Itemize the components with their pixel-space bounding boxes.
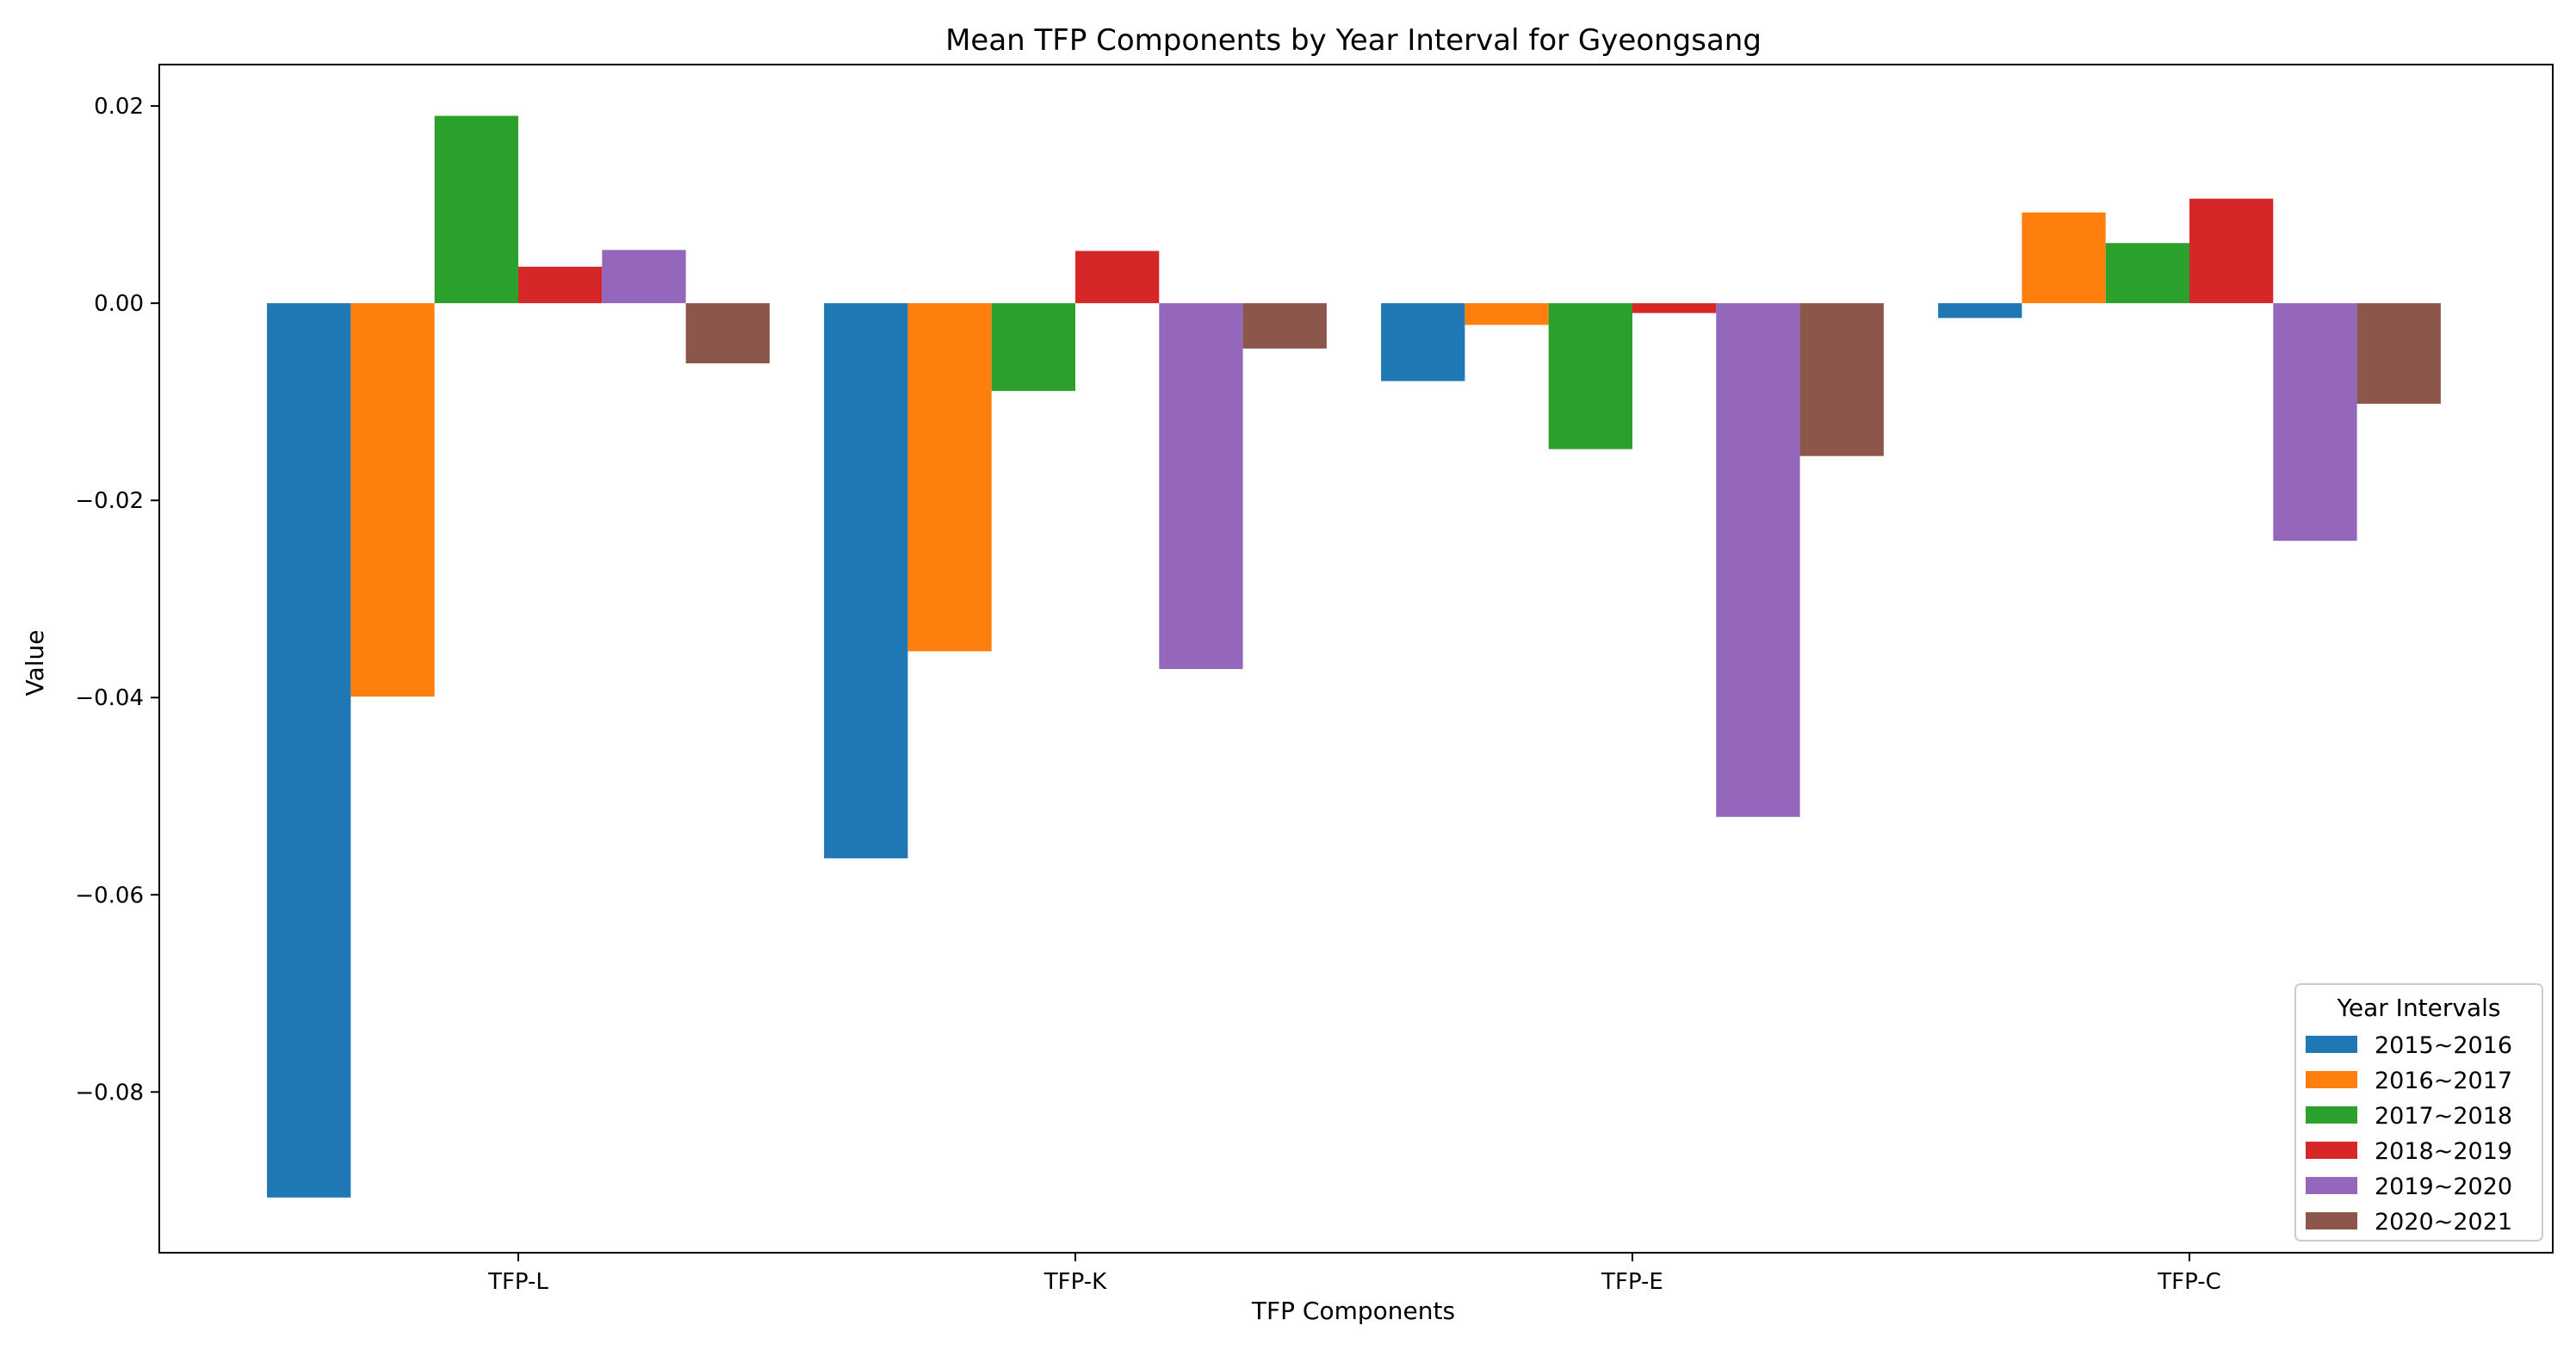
legend-label-2015~2016: 2015~2016 (2375, 1032, 2512, 1059)
legend-label-2017~2018: 2017~2018 (2375, 1103, 2512, 1130)
bar-2019~2020-TFP-L (602, 250, 686, 304)
y-tick-label: −0.06 (75, 882, 144, 908)
legend-swatch-2015~2016 (2306, 1036, 2357, 1053)
bar-2018~2019-TFP-L (518, 266, 603, 304)
legend-swatch-2020~2021 (2306, 1212, 2357, 1229)
x-tick-label: TFP-C (2157, 1269, 2220, 1295)
bar-2016~2017-TFP-L (350, 303, 435, 697)
bars-layer (267, 115, 2441, 1198)
bar-2015~2016-TFP-E (1381, 303, 1465, 381)
x-axis-title: TFP Components (1251, 1297, 1455, 1325)
y-tick-label: −0.02 (75, 488, 144, 514)
bar-2016~2017-TFP-C (2022, 212, 2106, 304)
legend-swatch-2017~2018 (2306, 1106, 2357, 1124)
bar-2018~2019-TFP-K (1075, 251, 1160, 304)
x-tick-label: TFP-K (1043, 1269, 1107, 1295)
y-tick-label: 0.02 (94, 94, 144, 120)
plot-frame (158, 64, 2554, 1254)
x-tick-label: TFP-E (1601, 1269, 1663, 1295)
bar-2015~2016-TFP-L (267, 303, 351, 1198)
y-tick-label: −0.04 (75, 685, 144, 711)
legend-label-2016~2017: 2016~2017 (2375, 1068, 2512, 1094)
y-axis-title: Value (21, 630, 49, 697)
legend-label-2019~2020: 2019~2020 (2375, 1174, 2512, 1200)
bar-2015~2016-TFP-K (824, 303, 908, 858)
bar-2017~2018-TFP-C (2105, 243, 2189, 304)
bar-2017~2018-TFP-K (991, 303, 1075, 392)
legend-label-2018~2019: 2018~2019 (2375, 1138, 2512, 1165)
legend-swatch-2016~2017 (2306, 1071, 2357, 1088)
bar-2019~2020-TFP-K (1159, 303, 1243, 670)
bar-2019~2020-TFP-C (2273, 303, 2357, 542)
bar-2018~2019-TFP-E (1632, 303, 1717, 313)
legend: Year Intervals 2015~2016 2016~2017 2017~201… (2294, 983, 2543, 1242)
bar-2020~2021-TFP-C (2356, 303, 2441, 404)
legend-swatch-2019~2020 (2306, 1177, 2357, 1194)
y-tick-label: 0.00 (94, 291, 144, 317)
axes-layer: −0.08 −0.06 −0.04 −0.02 0.00 0.02 TFP-L TFP-K TF… (75, 64, 2554, 1295)
legend-swatch-2018~2019 (2306, 1142, 2357, 1159)
legend-label-2020~2021: 2020~2021 (2375, 1209, 2512, 1235)
bar-2020~2021-TFP-E (1799, 303, 1884, 456)
bar-2015~2016-TFP-C (1938, 303, 2022, 319)
bar-2019~2020-TFP-E (1716, 303, 1800, 817)
bar-2016~2017-TFP-K (907, 303, 992, 652)
bar-2017~2018-TFP-E (1548, 303, 1632, 449)
y-tick-label: −0.08 (75, 1080, 144, 1105)
bar-2017~2018-TFP-L (434, 115, 518, 304)
legend-title: Year Intervals (2337, 994, 2501, 1022)
chart-title: Mean TFP Components by Year Interval for… (945, 23, 1762, 58)
bar-2020~2021-TFP-L (685, 303, 770, 364)
bar-2018~2019-TFP-C (2189, 198, 2274, 304)
bar-2020~2021-TFP-K (1242, 303, 1327, 349)
x-tick-label: TFP-L (487, 1269, 548, 1295)
bar-2016~2017-TFP-E (1464, 303, 1549, 325)
